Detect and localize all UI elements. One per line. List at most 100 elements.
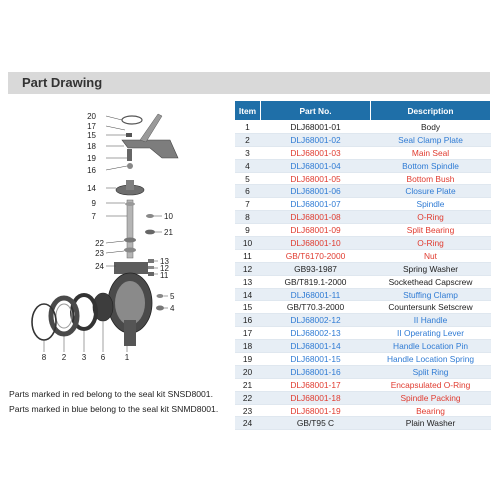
row-item: 18: [234, 339, 261, 354]
callout-15: 15: [87, 131, 96, 140]
row-description: Countersunk Setscrew: [370, 300, 491, 315]
callout-21: 21: [164, 228, 173, 237]
row-item: 6: [234, 184, 261, 199]
row-item: 17: [234, 326, 261, 341]
row-item: 23: [234, 404, 261, 418]
row-part-no: DLJ68001-11: [260, 288, 371, 302]
table-row: 6 DLJ68001-06 Closure Plate: [234, 184, 491, 199]
callout-9: 9: [92, 199, 97, 208]
row-part-no: DLJ68001-01: [260, 120, 371, 134]
seal-kit-notes: Parts marked in red belong to the seal k…: [9, 387, 218, 417]
row-item: 20: [234, 365, 261, 379]
row-part-no: GB/T819.1-2000: [260, 275, 371, 289]
row-description: Handle Location Pin: [370, 339, 491, 354]
row-item: 3: [234, 146, 261, 160]
table-row: 17 DLJ68002-13 II Operating Lever: [234, 326, 491, 341]
row-description: II Operating Lever: [370, 326, 491, 341]
valve-body: [107, 262, 153, 346]
table-row: 20 DLJ68001-16 Split Ring: [234, 365, 491, 379]
table-row: 15 GB/T70.3-2000 Countersunk Setscrew: [234, 300, 491, 315]
table-row: 1 DLJ68001-01 Body: [234, 120, 491, 134]
parts-table-header: Item Part No. Description: [234, 100, 491, 121]
row-description: Seal Clamp Plate: [370, 133, 491, 147]
row-description: Nut: [370, 249, 491, 263]
row-item: 11: [234, 249, 261, 263]
row-item: 21: [234, 378, 261, 392]
col-item: Item: [234, 100, 261, 121]
row-part-no: DLJ68001-16: [260, 365, 371, 379]
table-row: 12 GB93-1987 Spring Washer: [234, 262, 491, 276]
row-description: Split Ring: [370, 365, 491, 379]
callout-16: 16: [87, 166, 96, 175]
row-description: Bearing: [370, 404, 491, 418]
callouts-left: 20 17 15 18 19 16 14 9 7 22 23 24: [87, 112, 104, 271]
table-row: 13 GB/T819.1-2000 Sockethead Capscrew: [234, 275, 491, 289]
callout-13: 13: [160, 257, 169, 266]
section-title: Part Drawing: [22, 75, 103, 90]
col-description: Description: [370, 100, 491, 121]
row-part-no: DLJ68001-10: [260, 236, 371, 250]
row-item: 14: [234, 288, 261, 302]
callout-5: 5: [170, 292, 175, 301]
row-item: 4: [234, 159, 261, 173]
row-description: O-Ring: [370, 236, 491, 250]
row-part-no: DLJ68001-14: [260, 339, 371, 354]
leader-lines: [43, 115, 168, 352]
callout-2: 2: [62, 353, 67, 362]
row-description: Spindle: [370, 197, 491, 212]
row-description: Main Seal: [370, 146, 491, 160]
callout-7: 7: [92, 212, 97, 221]
row-description: II Handle: [370, 313, 491, 328]
callout-14: 14: [87, 184, 96, 193]
callout-6: 6: [101, 353, 106, 362]
row-description: Split Bearing: [370, 223, 491, 238]
row-description: Spring Washer: [370, 262, 491, 276]
row-part-no: DLJ68001-15: [260, 352, 371, 366]
row-item: 24: [234, 416, 261, 431]
row-part-no: DLJ68001-05: [260, 172, 371, 186]
spindle: [124, 199, 136, 259]
callout-3: 3: [82, 353, 87, 362]
row-part-no: DLJ68001-02: [260, 133, 371, 147]
operating-lever: [121, 113, 179, 169]
row-item: 8: [234, 210, 261, 225]
table-row: 5 DLJ68001-05 Bottom Bush: [234, 172, 491, 186]
table-row: 14 DLJ68001-11 Stuffing Clamp: [234, 288, 491, 302]
row-part-no: DLJ68001-08: [260, 210, 371, 225]
row-item: 12: [234, 262, 261, 276]
callout-12: 12: [160, 264, 169, 273]
callout-17: 17: [87, 122, 96, 131]
callout-22: 22: [95, 239, 104, 248]
row-part-no: DLJ68002-13: [260, 326, 371, 341]
row-description: Bottom Spindle: [370, 159, 491, 173]
table-row: 10 DLJ68001-10 O-Ring: [234, 236, 491, 250]
row-part-no: DLJ68001-04: [260, 159, 371, 173]
callout-8: 8: [42, 353, 47, 362]
row-item: 2: [234, 133, 261, 147]
table-row: 18 DLJ68001-14 Handle Location Pin: [234, 339, 491, 354]
section-header: Part Drawing: [8, 72, 490, 94]
row-item: 5: [234, 172, 261, 186]
parts-table: Item Part No. Description 1 DLJ68001-01 Bo…: [234, 100, 491, 431]
table-row: 4 DLJ68001-04 Bottom Spindle: [234, 159, 491, 173]
parts-table-body: 1 DLJ68001-01 Body 2 DLJ68001-02 Seal Clamp P…: [234, 120, 491, 431]
row-item: 7: [234, 197, 261, 212]
table-row: 9 DLJ68001-09 Split Bearing: [234, 223, 491, 238]
callout-4: 4: [170, 304, 175, 313]
row-part-no: DLJ68001-03: [260, 146, 371, 160]
row-part-no: GB/T70.3-2000: [260, 300, 371, 315]
table-row: 19 DLJ68001-15 Handle Location Spring: [234, 352, 491, 366]
table-row: 21 DLJ68001-17 Encapsulated O-Ring: [234, 378, 491, 392]
row-item: 15: [234, 300, 261, 315]
row-item: 1: [234, 120, 261, 134]
table-row: 23 DLJ68001-19 Bearing: [234, 404, 491, 418]
callout-23: 23: [95, 249, 104, 258]
table-row: 8 DLJ68001-08 O-Ring: [234, 210, 491, 225]
row-description: Plain Washer: [370, 416, 491, 431]
col-part-no: Part No.: [260, 100, 371, 121]
table-row: 22 DLJ68001-18 Spindle Packing: [234, 391, 491, 405]
row-part-no: GB/T6170-2000: [260, 249, 371, 263]
exploded-valve-drawing: 20 17 15 18 19 16 14 9 7 22 23 24 10 21 …: [31, 112, 179, 362]
row-part-no: DLJ68001-19: [260, 404, 371, 418]
table-row: 2 DLJ68001-02 Seal Clamp Plate: [234, 133, 491, 147]
